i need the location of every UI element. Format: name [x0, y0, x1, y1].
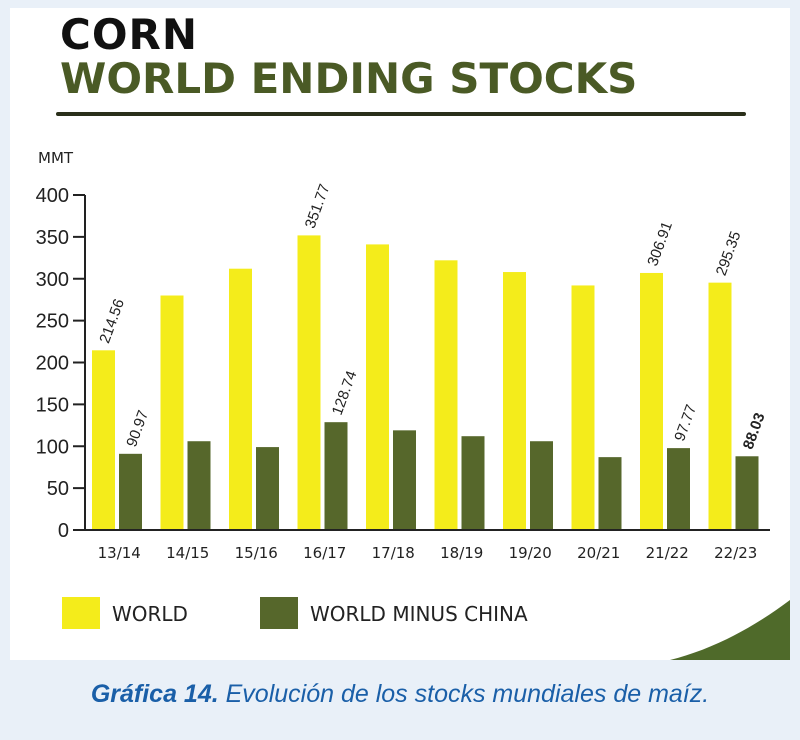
y-axis-label: MMT	[38, 149, 74, 167]
bar-world	[708, 282, 732, 530]
bar-world	[92, 350, 115, 530]
legend-swatch-world-minus-china	[260, 597, 298, 629]
data-label-world: 306.91	[644, 219, 676, 268]
legend-label-world: WORLD	[112, 602, 188, 626]
y-tick-label: 250	[36, 311, 69, 333]
y-tick-label: 100	[36, 436, 69, 458]
bar-world-minus-china	[187, 441, 211, 530]
y-tick-label: 300	[36, 269, 69, 291]
bar-world-minus-china	[461, 436, 485, 530]
bar-world-minus-china	[324, 422, 348, 530]
x-tick-label: 19/20	[509, 544, 552, 562]
bar-world-minus-china	[393, 430, 416, 530]
y-tick-label: 200	[36, 353, 69, 375]
chart-title-line1: CORN	[60, 10, 199, 59]
y-tick-label: 150	[36, 394, 69, 416]
legend-swatch-world	[62, 597, 100, 629]
x-tick-label: 17/18	[372, 544, 415, 562]
figure-caption: Gráfica 14. Evolución de los stocks mund…	[0, 680, 800, 730]
x-tick-label: 15/16	[235, 544, 278, 562]
corner-decoration	[670, 600, 790, 660]
bar-world-minus-china	[735, 456, 759, 530]
data-label-world-minus-china: 90.97	[123, 408, 152, 449]
bar-world	[503, 272, 526, 530]
bar-world	[434, 260, 458, 530]
bar-world-minus-china	[667, 448, 690, 530]
legend-label-world-minus-china: WORLD MINUS CHINA	[310, 602, 528, 626]
title-underline	[56, 112, 746, 116]
data-label-world: 295.35	[713, 229, 745, 278]
caption-text: Evolución de los stocks mundiales de maí…	[218, 680, 710, 708]
x-tick-label: 16/17	[303, 544, 346, 562]
y-tick-label: 400	[36, 185, 69, 207]
chart-title-line2: WORLD ENDING STOCKS	[60, 54, 638, 103]
data-label-world-minus-china: 97.77	[671, 402, 700, 443]
bar-world	[297, 235, 321, 530]
data-label-world: 214.56	[96, 297, 128, 346]
bar-chart: MMT 0 50 100 150 200 250 300 350 400 13/14 214.56 90…	[36, 149, 770, 629]
x-tick-label: 21/22	[646, 544, 689, 562]
chart-card: CORN WORLD ENDING STOCKS MMT 0 50 100 150 200…	[10, 8, 790, 660]
bar-world	[571, 285, 595, 530]
x-tick-label: 14/15	[166, 544, 209, 562]
bar-world	[160, 295, 184, 530]
data-label-world-minus-china: 88.03	[740, 411, 769, 452]
x-tick-label: 22/23	[714, 544, 757, 562]
y-tick-label: 0	[58, 520, 69, 542]
x-tick-label: 13/14	[98, 544, 141, 562]
caption-label: Gráfica 14.	[90, 680, 219, 708]
y-tick-label: 50	[47, 478, 69, 500]
bar-world	[640, 272, 663, 530]
bar-world-minus-china	[119, 453, 142, 530]
x-tick-label: 20/21	[577, 544, 620, 562]
bar-world	[366, 244, 389, 530]
bar-world-minus-china	[598, 457, 622, 530]
bar-world	[229, 268, 252, 530]
x-tick-label: 18/19	[440, 544, 483, 562]
data-label-world-minus-china: 128.74	[329, 369, 361, 418]
data-label-world: 351.77	[302, 182, 334, 231]
bar-world-minus-china	[256, 447, 279, 530]
bar-world-minus-china	[530, 441, 553, 530]
y-tick-label: 350	[36, 227, 69, 249]
